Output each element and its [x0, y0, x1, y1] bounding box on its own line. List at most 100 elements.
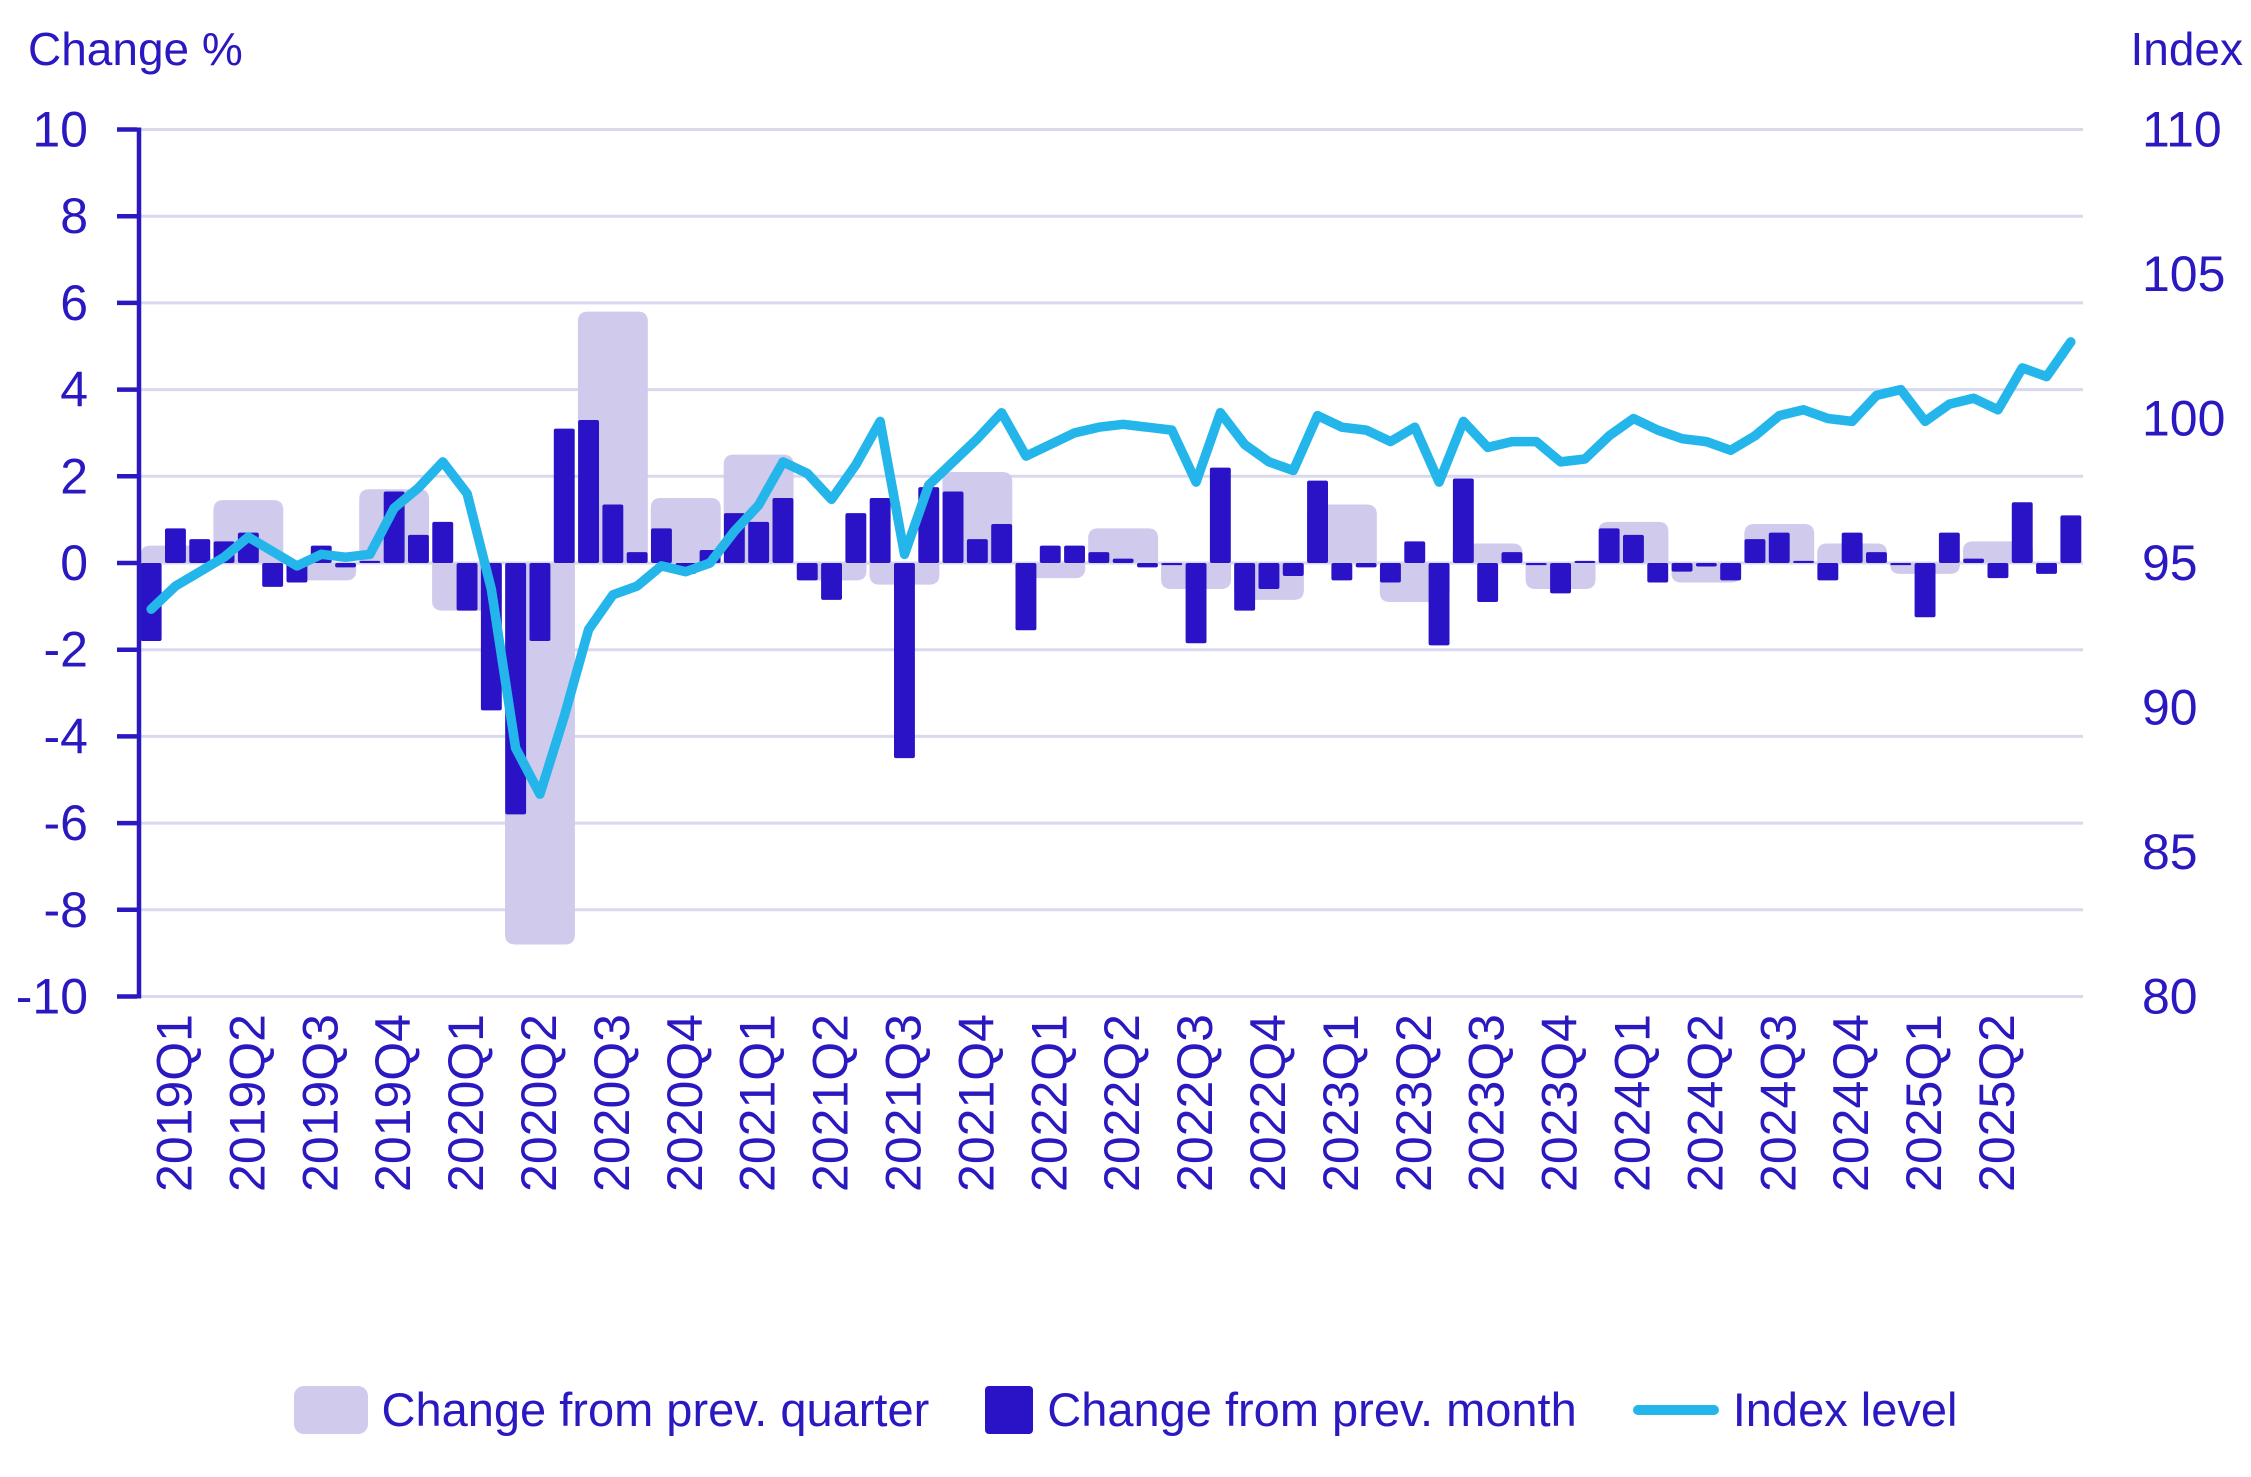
x-axis-label: 2021Q3	[875, 1014, 931, 1192]
month-bar	[1428, 563, 1450, 646]
month-bar	[1161, 563, 1183, 566]
left-axis-tick-label: 0	[60, 535, 88, 591]
month-bar	[1987, 563, 2009, 579]
left-axis-title: Change %	[28, 23, 243, 75]
left-axis-tick-label: 4	[60, 362, 88, 418]
month-bar	[602, 504, 624, 563]
month-bar	[821, 563, 842, 600]
month-bar	[1039, 545, 1061, 563]
legend-item-quarter: Change from prev. quarter	[293, 1382, 930, 1437]
right-axis-tick-label: 105	[2142, 246, 2225, 302]
month-bar	[1768, 532, 1790, 563]
left-axis-tick-label: 2	[60, 448, 88, 504]
x-axis-label: 2020Q3	[584, 1014, 640, 1192]
x-axis-label: 2025Q2	[1969, 1014, 2025, 1192]
month-bar	[1550, 563, 1571, 594]
legend-item-month: Change from prev. month	[985, 1382, 1577, 1437]
month-bar	[1866, 552, 1887, 563]
month-bar	[1258, 563, 1280, 590]
month-bar	[1015, 563, 1037, 631]
left-axis-tick-label: -8	[44, 882, 88, 938]
month-bar	[529, 563, 551, 642]
month-bar	[456, 563, 478, 611]
x-axis-label: 2022Q2	[1094, 1014, 1150, 1192]
x-axis-label: 2023Q2	[1386, 1014, 1442, 1192]
month-bar	[1525, 563, 1547, 566]
right-axis-tick-label: 85	[2142, 824, 2198, 880]
month-bar	[1307, 480, 1328, 563]
month-bar	[1793, 560, 1814, 563]
month-bar	[1282, 563, 1304, 577]
month-bar	[1501, 552, 1523, 563]
right-axis-tick-label: 110	[2142, 102, 2222, 158]
month-bar	[262, 563, 284, 587]
left-axis	[117, 127, 142, 999]
month-bar	[432, 521, 454, 563]
x-axis-label: 2023Q4	[1532, 1014, 1588, 1192]
month-bar	[894, 563, 915, 759]
month-bar	[2011, 502, 2033, 563]
month-bar	[408, 534, 429, 563]
left-axis-tick-label: 10	[32, 102, 88, 158]
legend-index-label: Index level	[1732, 1383, 1958, 1436]
left-axis-tick-label: -4	[44, 708, 88, 764]
x-axis-label: 2024Q1	[1604, 1014, 1660, 1192]
month-bar	[1185, 563, 1207, 644]
month-bar	[845, 513, 867, 563]
month-bar	[1452, 478, 1474, 563]
left-axis-tick-label: -10	[16, 969, 88, 1025]
month-bar	[2036, 563, 2057, 574]
x-axis-label: 2019Q3	[292, 1014, 348, 1192]
month-swatch-icon	[985, 1385, 1034, 1434]
month-bar	[1477, 563, 1499, 603]
x-axis-label: 2022Q3	[1167, 1014, 1223, 1192]
month-bar	[165, 528, 186, 563]
month-bar	[1404, 541, 1426, 563]
month-bar	[748, 521, 770, 563]
left-axis-tick-label: -2	[44, 622, 88, 678]
quarter-swatch-icon	[293, 1385, 368, 1434]
x-axis-label: 2020Q2	[511, 1014, 567, 1192]
left-axis-tick-label: 8	[60, 188, 88, 244]
x-axis-label: 2021Q4	[948, 1014, 1004, 1192]
x-axis-label: 2024Q2	[1677, 1014, 1733, 1192]
month-bar	[1137, 563, 1158, 568]
index-line-path	[146, 337, 2076, 799]
month-bar	[869, 497, 891, 563]
legend-quarter-label: Change from prev. quarter	[381, 1383, 930, 1436]
x-axis-label: 2020Q4	[657, 1014, 713, 1192]
x-axis-label: 2019Q1	[146, 1014, 202, 1192]
month-bar	[359, 560, 381, 563]
right-axis-title: Index	[2130, 23, 2243, 75]
right-axis-tick-label: 80	[2142, 969, 2198, 1025]
month-bar	[1112, 558, 1134, 563]
legend: Change from prev. quarter Change from pr…	[0, 1382, 2251, 1437]
month-bar	[772, 497, 794, 563]
month-bar	[1720, 563, 1742, 581]
month-bar	[1380, 563, 1401, 583]
month-bar	[1088, 552, 1110, 563]
month-bar	[1209, 467, 1231, 563]
month-bar	[189, 539, 211, 563]
x-axis-label: 2021Q2	[803, 1014, 859, 1192]
month-bar	[553, 428, 575, 563]
month-bar	[1671, 563, 1693, 572]
x-axis-label: 2023Q3	[1459, 1014, 1515, 1192]
month-bar	[335, 563, 356, 568]
month-bar	[140, 563, 162, 642]
month-bar	[1355, 563, 1377, 568]
month-bar	[1890, 563, 1912, 566]
right-axis-tick-label: 90	[2142, 680, 2198, 736]
month-bar	[796, 563, 818, 581]
month-bar	[1574, 560, 1596, 563]
quarter-bars	[140, 311, 2033, 945]
x-axis-label: 2023Q1	[1313, 1014, 1369, 1192]
x-axis-label: 2024Q3	[1750, 1014, 1806, 1192]
left-axis-tick-label: -6	[44, 795, 88, 851]
month-bar	[1623, 534, 1644, 563]
x-axis-label: 2020Q1	[438, 1014, 494, 1192]
month-bar	[942, 491, 964, 563]
right-axis-labels: 110 105 100 95 90 85 80	[2142, 102, 2225, 1025]
